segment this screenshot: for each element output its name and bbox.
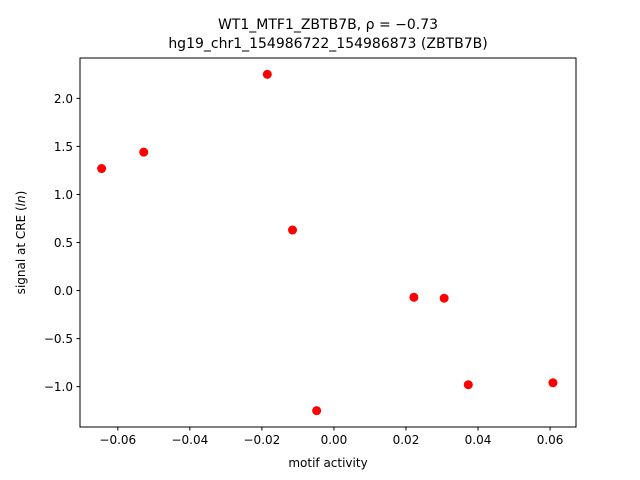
data-point xyxy=(439,293,449,303)
data-point xyxy=(463,380,473,390)
y-tick-label: −1.0 xyxy=(44,380,73,394)
y-axis-label-text: signal at CRE ( xyxy=(14,206,28,294)
y-tick-label: 0.0 xyxy=(54,284,73,298)
y-axis-label-close: ) xyxy=(14,191,28,196)
y-tick-label: 1.5 xyxy=(54,140,73,154)
y-tick-label: 0.5 xyxy=(54,236,73,250)
data-point xyxy=(312,406,322,416)
plot-area: −0.06 −0.04 −0.02 0.00 0.02 0.04 0.06 −1.0 −0.5 0… xyxy=(44,69,564,447)
chart-subtitle: hg19_chr1_154986722_154986873 (ZBTB7B) xyxy=(168,36,487,52)
data-point xyxy=(139,147,149,157)
x-tick-label: 0.02 xyxy=(393,433,420,447)
x-tick-label: 0.04 xyxy=(465,433,492,447)
y-axis-label: signal at CRE (ln) xyxy=(14,191,28,295)
x-tick-label: 0.06 xyxy=(537,433,564,447)
data-point xyxy=(288,225,298,235)
x-axis-label: motif activity xyxy=(288,456,367,470)
data-point xyxy=(548,378,558,388)
data-point xyxy=(97,164,107,174)
y-tick-label: 2.0 xyxy=(54,92,73,106)
y-tick-label: 1.0 xyxy=(54,188,73,202)
y-tick-label: −0.5 xyxy=(44,332,73,346)
x-tick-label: −0.02 xyxy=(244,433,281,447)
data-point xyxy=(262,69,272,79)
axes-frame xyxy=(79,57,577,428)
chart-title: WT1_MTF1_ZBTB7B, ρ = −0.73 xyxy=(218,17,438,33)
y-axis-label-ln: ln xyxy=(14,195,28,206)
x-tick-label: −0.04 xyxy=(171,433,208,447)
x-tick-label: 0.00 xyxy=(321,433,348,447)
data-point xyxy=(409,292,419,302)
x-tick-label: −0.06 xyxy=(99,433,136,447)
